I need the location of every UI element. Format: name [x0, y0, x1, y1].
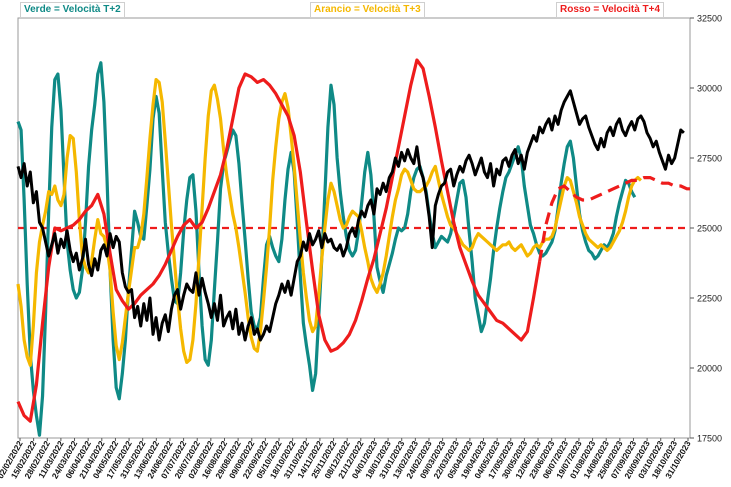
y-tick-label: 27500 [697, 154, 722, 164]
series-layer [16, 58, 690, 437]
series-line-red-velocity-solid [16, 58, 542, 423]
y-tick-label: 25000 [697, 224, 722, 234]
x-axis: 02/02/202215/02/202228/02/202211/03/2022… [0, 438, 693, 480]
legend-item-green: Verde = Velocità T+2 [20, 2, 125, 18]
y-tick-label: 32500 [697, 14, 722, 24]
y-tick-label: 17500 [697, 434, 722, 444]
legend-item-orange: Arancio = Velocità T+3 [310, 2, 425, 18]
series-line-orange-velocity [16, 77, 642, 367]
series-line-green-velocity [16, 61, 637, 437]
series-line-black-index [16, 89, 685, 342]
y-tick-label: 22500 [697, 294, 722, 304]
legend-item-red: Rosso = Velocità T+4 [556, 2, 665, 18]
y-tick-label: 30000 [697, 84, 722, 94]
y-tick-label: 20000 [697, 364, 722, 374]
series-line-red-velocity-dashed [538, 176, 690, 262]
y-axis: 17500 20000 22500 25000 27500 30000 32500 [690, 14, 722, 444]
